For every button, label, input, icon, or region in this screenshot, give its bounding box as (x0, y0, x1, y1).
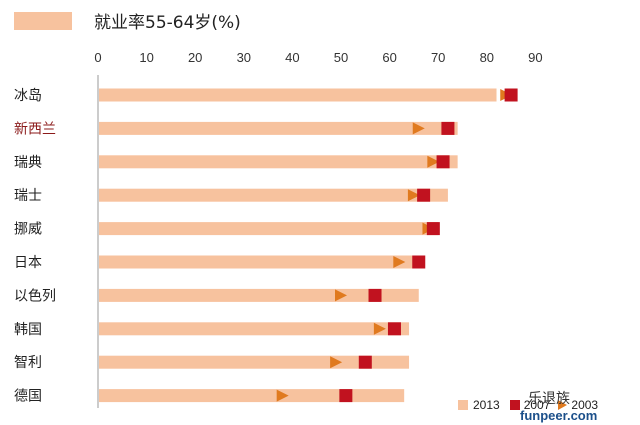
series-legend: 2013 2007 2003 (458, 398, 598, 412)
category-label: 日本 (14, 255, 42, 271)
x-tick-label: 70 (431, 50, 445, 65)
category-label: 瑞士 (14, 188, 42, 204)
category-label: 新西兰 (14, 121, 56, 137)
category-label: 冰岛 (14, 88, 42, 104)
marker-2007 (412, 255, 426, 269)
category-label: 瑞典 (14, 155, 42, 171)
marker-2003 (330, 356, 343, 369)
marker-2007 (358, 355, 372, 369)
bar-2013 (99, 155, 458, 169)
marker-2007 (426, 222, 440, 236)
legend-2013-label: 2013 (473, 398, 500, 412)
legend-2007-label: 2007 (523, 398, 551, 412)
legend-2003-label: 2003 (571, 398, 599, 412)
watermark-text: 乐退族 (528, 391, 570, 407)
bar-2013 (99, 188, 448, 202)
x-tick-label: 40 (285, 50, 299, 65)
marker-2007 (339, 389, 353, 403)
x-tick-label: 50 (334, 50, 348, 65)
x-tick-label: 80 (480, 50, 494, 65)
marker-2003 (335, 289, 347, 302)
category-label: 智利 (14, 355, 42, 371)
category-label: 挪威 (14, 222, 42, 238)
marker-2007 (417, 188, 431, 202)
bar-2013 (99, 389, 405, 403)
x-tick-label: 90 (528, 50, 542, 65)
category-label: 以色列 (14, 287, 56, 304)
legend-2003-swatch (558, 400, 568, 410)
x-tick-label: 0 (94, 50, 101, 65)
category-label: 德国 (14, 389, 42, 405)
marker-2007 (368, 288, 382, 302)
title-swatch (14, 11, 72, 30)
legend-2007-swatch (509, 400, 520, 410)
marker-2003 (393, 256, 406, 268)
chart-title: 就业率55-64岁(%) (94, 13, 241, 33)
marker-2003 (276, 389, 289, 402)
x-tick-label: 10 (139, 50, 153, 65)
bar-2013 (99, 121, 458, 135)
x-tick-label: 30 (237, 50, 251, 65)
bar-2013 (99, 255, 414, 269)
marker-2003 (407, 189, 420, 202)
legend-2013-swatch (458, 400, 468, 410)
x-tick-label: 60 (382, 50, 396, 65)
marker-2007 (441, 121, 455, 135)
marker-2003 (427, 155, 440, 168)
marker-2007 (387, 322, 401, 336)
marker-2007 (504, 88, 518, 102)
marker-2007 (436, 155, 450, 169)
marker-2003 (373, 322, 386, 335)
bar-2013 (99, 88, 497, 102)
bar-2013 (99, 222, 439, 236)
watermark-url: funpeer.com (520, 408, 598, 423)
bar-2013 (99, 322, 410, 336)
x-tick-label: 20 (188, 50, 202, 65)
category-label: 韩国 (14, 322, 42, 338)
chart-title-legend: 就业率55-64岁(%) (14, 8, 241, 33)
marker-2003 (412, 122, 425, 135)
